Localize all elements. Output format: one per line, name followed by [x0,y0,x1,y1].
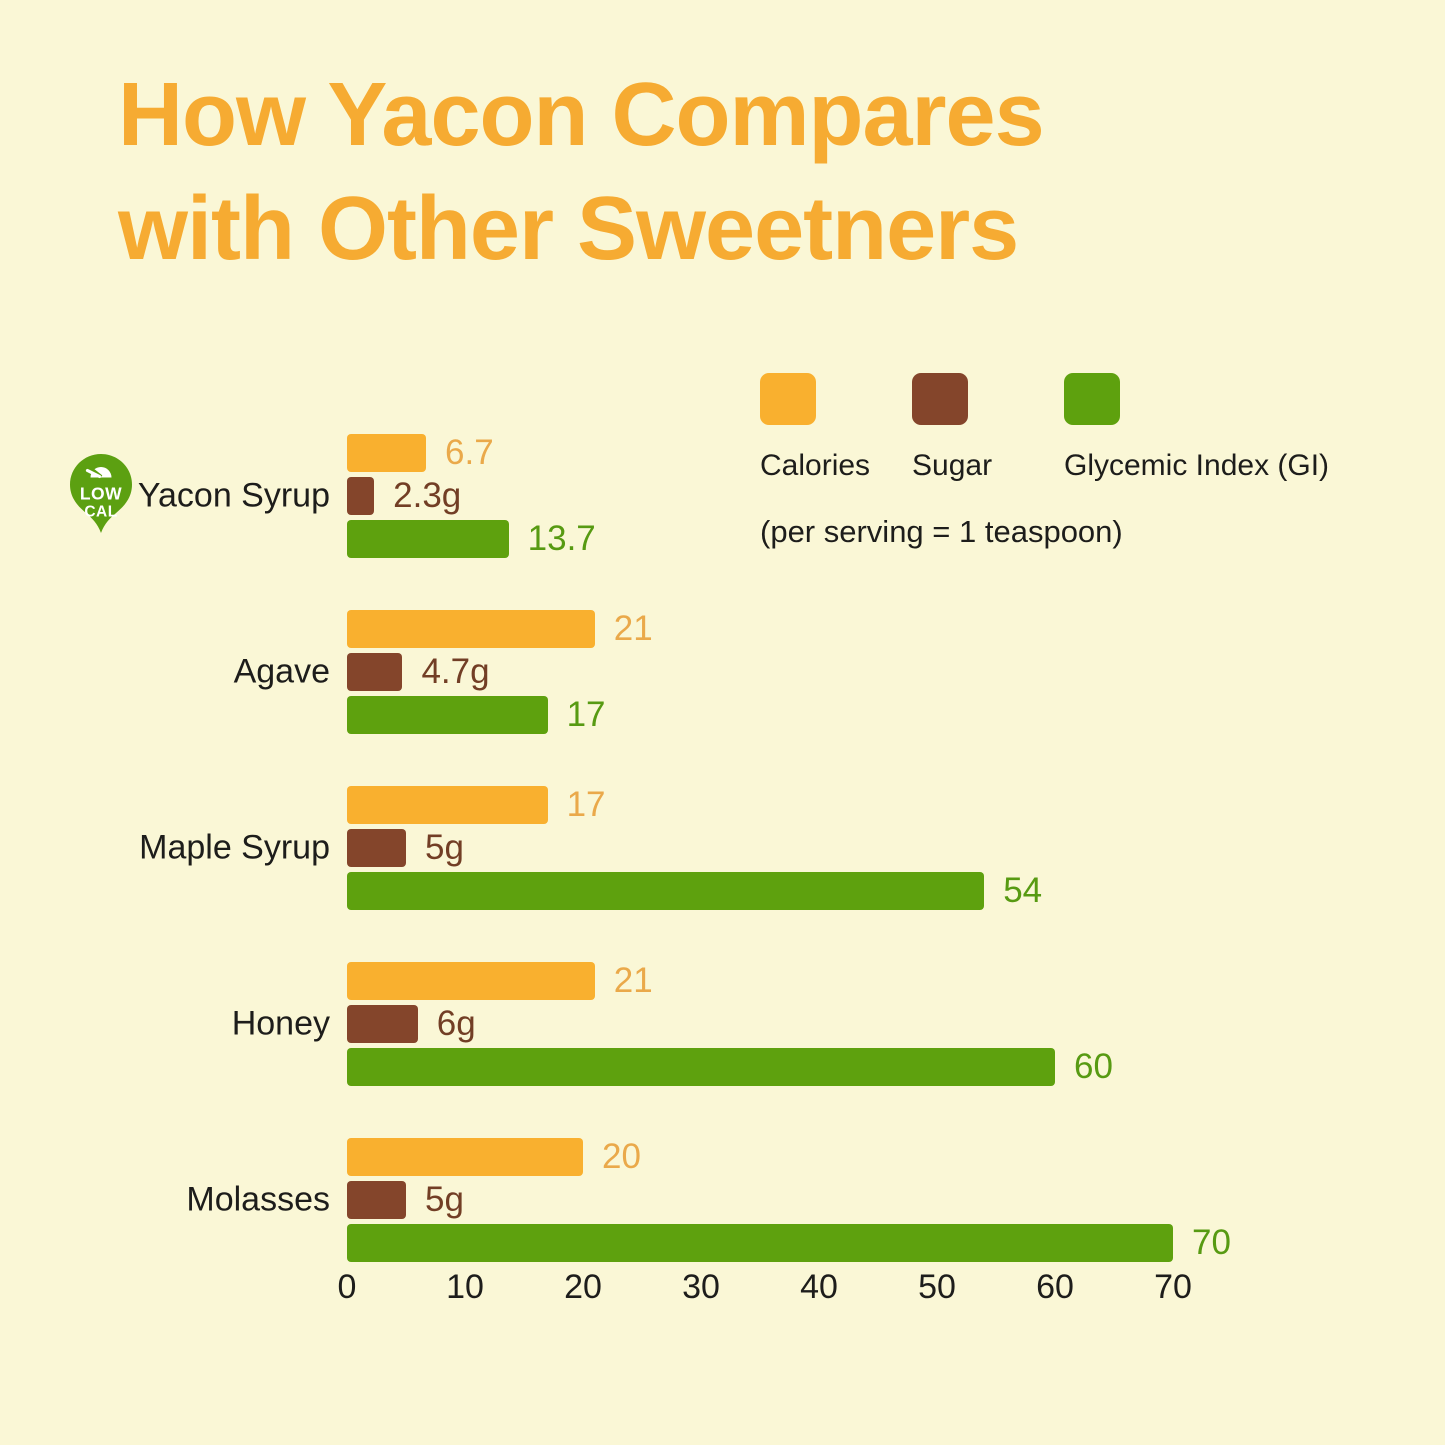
category-label-molasses: Molasses [186,1180,330,1219]
chart-group-agave: Agave 21 4.7g 17 [0,609,1445,734]
chart-group-molasses: Molasses 20 5g 70 [0,1137,1445,1262]
value-label-sugar: 5g [425,1180,464,1219]
bar-row: 21 [347,961,1113,1000]
bar-row: 20 [347,1137,1231,1176]
value-label-glycemic-index-gi: 17 [566,695,606,734]
bar-row: 5g [347,828,1042,867]
legend: Calories Sugar Glycemic Index (GI) [760,373,1400,503]
chart-group-honey: Honey 21 6g 60 [0,961,1445,1086]
bar-row: 4.7g [347,652,653,691]
chart-group-maple-syrup: Maple Syrup 17 5g 54 [0,785,1445,910]
bar-calories [347,610,595,648]
legend-item-glycemic-index-gi: Glycemic Index (GI) [1064,373,1329,483]
x-tick-label: 30 [682,1268,720,1306]
legend-label: Calories [760,449,871,482]
bar-glycemic-index-gi [347,1048,1055,1086]
value-label-calories: 21 [613,609,653,648]
bar-stack: 6.7 2.3g 13.7 [347,433,596,558]
bar-row: 5g [347,1180,1231,1219]
bar-row: 21 [347,609,653,648]
low-cal-badge: LOW CAL [70,454,132,533]
bar-row: 6.7 [347,433,596,472]
bar-sugar [347,1005,418,1043]
x-tick-label: 50 [918,1268,956,1306]
value-label-glycemic-index-gi: 70 [1192,1223,1231,1262]
bar-sugar [347,477,375,515]
bar-calories [347,962,595,1000]
legend-label: Sugar [912,449,993,482]
bar-calories [347,1138,583,1176]
legend-item-calories: Calories [760,373,870,483]
bar-stack: 21 6g 60 [347,961,1113,1086]
bar-glycemic-index-gi [347,1224,1173,1262]
bar-stack: 17 5g 54 [347,785,1043,910]
value-label-calories: 21 [613,961,653,1000]
x-tick-label: 60 [1036,1268,1074,1306]
bar-row: 6g [347,1004,1113,1043]
value-label-glycemic-index-gi: 13.7 [527,519,596,558]
value-label-sugar: 2.3g [393,476,462,515]
bar-stack: 21 4.7g 17 [347,609,653,734]
category-label-yacon-syrup: Yacon Syrup [137,476,330,515]
bar-calories [347,786,548,824]
bar-sugar [347,653,403,691]
bar-row: 17 [347,785,1042,824]
bar-row: 70 [347,1223,1231,1262]
x-tick-label: 0 [337,1268,357,1306]
bar-calories [347,434,427,472]
legend-label: Glycemic Index (GI) [1064,449,1330,482]
legend-item-sugar: Sugar [912,373,992,483]
bar-glycemic-index-gi [347,520,509,558]
x-tick-label: 20 [564,1268,602,1306]
chart-group-yacon-syrup: Yacon Syrup 6.7 2.3g 13.7 [0,433,1445,558]
category-label-honey: Honey [231,1004,330,1043]
gauge-icon [85,467,112,479]
title-line-2: with Other Sweetners [118,179,1019,280]
bar-sugar [347,1181,406,1219]
x-tick-label: 70 [1154,1268,1192,1306]
legend-swatch-glycemic-index-gi [1064,373,1120,425]
bar-stack: 20 5g 70 [347,1137,1231,1262]
value-label-glycemic-index-gi: 60 [1074,1047,1113,1086]
badge-text-low: LOW [80,484,122,504]
bar-row: 17 [347,695,653,734]
bar-row: 54 [347,871,1043,910]
category-label-agave: Agave [233,652,330,691]
bar-row: 2.3g [347,476,596,515]
bar-row: 60 [347,1047,1113,1086]
value-label-calories: 20 [602,1137,641,1176]
value-label-calories: 6.7 [445,433,494,472]
page-title: How Yacon Compares with Other Sweetners [118,58,1045,287]
value-label-sugar: 6g [436,1004,476,1043]
legend-swatch-calories [760,373,816,425]
value-label-sugar: 4.7g [421,652,490,691]
x-tick-label: 40 [800,1268,838,1306]
legend-swatch-sugar [912,373,968,425]
bar-row: 13.7 [347,519,596,558]
bar-glycemic-index-gi [347,696,548,734]
x-tick-label: 10 [446,1268,484,1306]
bar-sugar [347,829,406,867]
value-label-calories: 17 [566,785,606,824]
category-label-maple-syrup: Maple Syrup [139,828,330,867]
bar-glycemic-index-gi [347,872,985,910]
badge-text-cal: CAL [84,504,117,521]
serving-note: (per serving = 1 teaspoon) [760,514,1123,549]
pin-icon [70,454,132,533]
value-label-sugar: 5g [425,828,464,867]
title-line-1: How Yacon Compares [118,65,1045,165]
x-axis: 0 10 20 30 40 50 60 70 [338,1268,1247,1312]
value-label-glycemic-index-gi: 54 [1003,871,1043,910]
